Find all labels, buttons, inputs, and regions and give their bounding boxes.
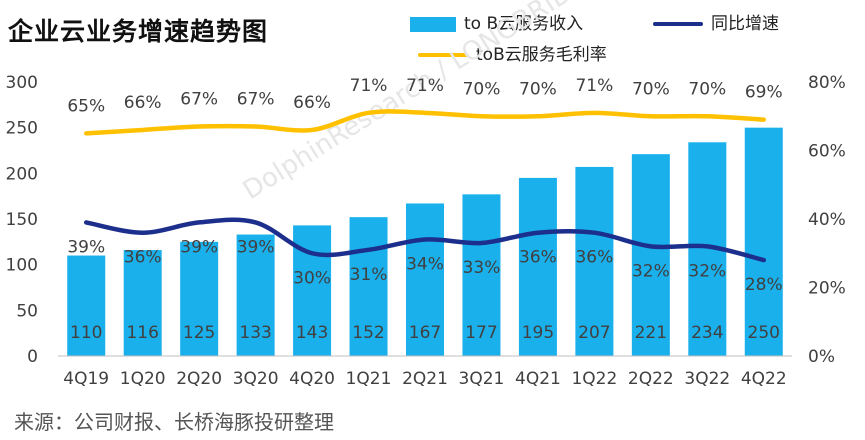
legend-margin-swatch	[418, 53, 468, 57]
revenue-bar	[406, 203, 444, 356]
margin-label: 69%	[745, 83, 783, 103]
right-axis-tick: 40%	[808, 210, 846, 230]
growth-label: 39%	[180, 237, 218, 257]
category-label: 4Q19	[63, 369, 109, 389]
category-label: 2Q20	[176, 369, 222, 389]
revenue-bar	[349, 217, 388, 356]
right-axis-tick: 80%	[808, 73, 846, 93]
margin-line	[83, 109, 767, 136]
category-label: 1Q21	[346, 369, 392, 389]
growth-label: 32%	[632, 261, 670, 281]
growth-label: 36%	[124, 248, 162, 268]
margin-label: 71%	[575, 76, 613, 96]
revenue-bar	[575, 166, 614, 356]
margin-label: 70%	[688, 79, 726, 99]
category-label: 3Q20	[233, 369, 279, 389]
category-label: 4Q22	[741, 369, 787, 389]
legend-growth-label: 同比增速	[711, 14, 779, 34]
growth-label: 31%	[350, 265, 388, 285]
revenue-label: 207	[578, 323, 610, 343]
growth-label: 36%	[575, 248, 613, 268]
revenue-label: 177	[465, 323, 497, 343]
legend-item-margin: toB云服务毛利率	[418, 40, 607, 65]
growth-label: 34%	[406, 255, 444, 275]
left-axis-tick: 200	[6, 164, 38, 184]
revenue-label: 234	[691, 323, 723, 343]
growth-label: 28%	[745, 275, 783, 295]
category-label: 3Q22	[684, 369, 730, 389]
growth-label: 30%	[293, 268, 331, 288]
legend-growth-swatch	[653, 22, 703, 26]
margin-label: 67%	[180, 90, 218, 110]
left-axis-tick: 250	[6, 119, 38, 139]
left-axis-tick: 150	[6, 210, 38, 230]
revenue-label: 152	[352, 323, 384, 343]
category-label: 1Q22	[571, 369, 617, 389]
margin-label: 65%	[67, 96, 105, 116]
revenue-label: 167	[409, 323, 441, 343]
margin-label: 70%	[519, 79, 557, 99]
right-axis-tick: 60%	[808, 142, 846, 162]
growth-label: 36%	[519, 248, 557, 268]
revenue-label: 195	[522, 323, 554, 343]
growth-line	[83, 217, 767, 263]
category-label: 2Q22	[628, 369, 674, 389]
revenue-label: 116	[126, 323, 158, 343]
revenue-label: 250	[748, 323, 780, 343]
growth-label: 39%	[237, 237, 275, 257]
right-axis-tick: 0%	[808, 347, 835, 367]
right-axis-tick: 20%	[808, 279, 846, 299]
legend-margin-label: toB云服务毛利率	[476, 45, 607, 65]
revenue-label: 133	[239, 323, 271, 343]
revenue-bar	[236, 234, 275, 356]
legend-revenue-label: to B云服务收入	[464, 14, 584, 34]
category-label: 4Q20	[289, 369, 335, 389]
revenue-bar	[631, 154, 670, 356]
revenue-label: 110	[70, 323, 102, 343]
revenue-bar	[123, 250, 162, 356]
category-label: 1Q20	[120, 369, 166, 389]
left-axis-tick: 300	[6, 73, 38, 93]
margin-label: 67%	[237, 90, 275, 110]
revenue-label: 143	[296, 323, 328, 343]
revenue-bar	[744, 127, 783, 357]
margin-label: 66%	[293, 93, 331, 113]
revenue-bar	[67, 255, 106, 356]
chart-title: 企业云业务增速趋势图	[8, 17, 269, 46]
growth-label: 32%	[688, 261, 726, 281]
margin-label: 70%	[632, 79, 670, 99]
category-label: 4Q21	[515, 369, 561, 389]
growth-label: 39%	[67, 237, 105, 257]
left-axis-tick: 0	[27, 347, 38, 367]
margin-label: 70%	[463, 79, 501, 99]
legend-item-revenue: to B云服务收入	[410, 9, 583, 34]
revenue-bar	[180, 241, 219, 356]
revenue-label: 125	[183, 323, 215, 343]
left-axis-tick: 50	[16, 301, 38, 321]
legend-item-growth: 同比增速	[653, 9, 779, 34]
margin-label: 71%	[350, 76, 388, 96]
category-label: 2Q21	[402, 369, 448, 389]
legend-bar-swatch	[410, 16, 456, 32]
left-axis-tick: 100	[6, 256, 38, 276]
source-note: 来源：公司财报、长桥海豚投研整理	[14, 410, 334, 434]
revenue-bar	[462, 194, 501, 356]
revenue-bar	[518, 177, 557, 356]
category-label: 3Q21	[459, 369, 505, 389]
growth-label: 33%	[463, 258, 501, 278]
margin-label: 66%	[124, 93, 162, 113]
revenue-label: 221	[635, 323, 667, 343]
margin-label: 71%	[406, 76, 444, 96]
